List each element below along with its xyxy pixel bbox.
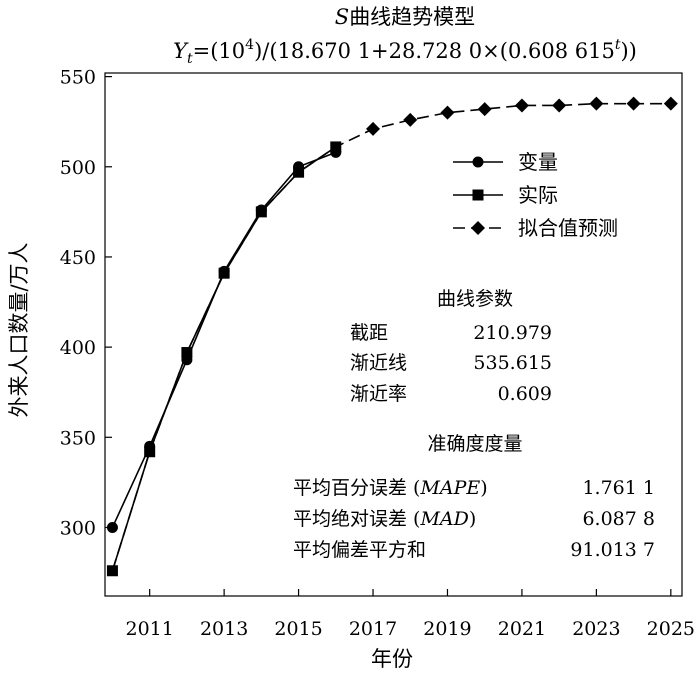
x-tick-label: 2017 [349,618,397,640]
formula-mid: )/(18.670 1+28.728 0×(0.608 615 [254,39,615,63]
accuracy-measures: 准确度度量 平均百分误差 (MAPE) 1.761 1 平均绝对误差 (MAD)… [293,433,655,561]
y-tick-label: 550 [60,67,96,89]
accuracy-heading: 准确度度量 [427,433,522,455]
point-square [181,347,193,359]
legend-marker-diamond [471,221,485,235]
formula-eq-open: =(10 [193,39,246,63]
x-tick-label: 2015 [274,618,322,640]
legend-label-variable: 变量 [518,150,558,174]
y-tick-label: 400 [60,337,96,359]
mape-label-text: 平均百分误差 ( [293,477,420,499]
x-tick-label: 2011 [125,618,173,640]
formula-y-sub: t [187,51,193,67]
curve-parameters: 曲线参数 截距 210.979 渐近线 535.615 渐近率 0.609 [350,288,552,405]
y-axis-title: 外来人口数量/万人 [7,242,31,417]
param-value-rate: 0.609 [498,383,552,405]
axes: 2011 2013 2015 2017 2019 2021 2023 2025 300 350 40… [60,67,695,640]
point-square [106,565,118,577]
point-circle [293,161,305,173]
y-tick-label: 500 [60,157,96,179]
accuracy-value-msd: 91.013 7 [570,539,655,561]
param-label-intercept: 截距 [350,322,388,344]
x-tick-label: 2013 [200,618,248,640]
formula-y: Y [173,39,189,63]
formula-exp: 4 [245,37,254,53]
x-tick-label: 2021 [498,618,546,640]
mad-close: ) [469,508,476,530]
point-circle [330,146,342,158]
x-tick-label: 2025 [647,618,695,640]
param-label-asymptote: 渐近线 [350,352,407,374]
mad-abbrev: MAD [419,508,468,530]
y-tick-label: 450 [60,247,96,269]
legend: 变量 实际 拟合值预测 [453,150,618,240]
accuracy-label-msd: 平均偏差平方和 [293,539,426,561]
title-rest: 曲线趋势模型 [349,5,475,29]
point-diamond [477,102,492,117]
mad-label-text: 平均绝对误差 ( [293,508,420,530]
point-diamond [403,112,418,127]
point-circle [144,440,156,452]
point-diamond [552,98,567,113]
legend-marker-circle [472,156,484,168]
mape-abbrev: MAPE [419,477,480,499]
x-tick-label: 2023 [572,618,620,640]
point-diamond [626,96,641,111]
legend-marker-square [472,189,484,201]
x-axis-title: 年份 [371,647,413,671]
accuracy-value-mape: 1.761 1 [582,477,655,499]
params-heading: 曲线参数 [437,288,513,310]
param-value-intercept: 210.979 [473,322,552,344]
legend-label-forecast: 拟合值预测 [518,216,618,240]
y-tick-label: 350 [60,427,96,449]
point-circle [255,204,267,216]
point-diamond [589,96,604,111]
title-s-letter: S [335,5,349,29]
chart-title: S曲线趋势模型 [335,5,475,29]
point-circle [106,521,118,533]
param-label-rate: 渐近率 [350,383,407,405]
mape-close: ) [480,477,487,499]
accuracy-value-mad: 6.087 8 [582,508,655,530]
param-value-asymptote: 535.615 [473,352,552,374]
series-line-circle [111,151,337,528]
accuracy-label-mape: 平均百分误差 (MAPE) [293,477,488,499]
point-diamond [514,98,529,113]
point-diamond [366,121,381,136]
chart-subtitle: Yt=(104)/(18.670 1+28.728 0×(0.608 615t)… [173,37,637,67]
point-diamond [663,96,678,111]
accuracy-label-mad: 平均绝对误差 (MAD) [293,508,476,530]
legend-label-actual: 实际 [518,183,558,207]
x-tick-label: 2019 [423,618,471,640]
series-layer [106,96,678,577]
point-circle [218,265,230,277]
plot-frame [104,72,683,597]
formula-t-sup: t [615,37,621,53]
point-diamond [440,105,455,120]
formula-close: )) [620,39,636,63]
y-tick-label: 300 [60,517,96,539]
point-circle [181,354,193,366]
